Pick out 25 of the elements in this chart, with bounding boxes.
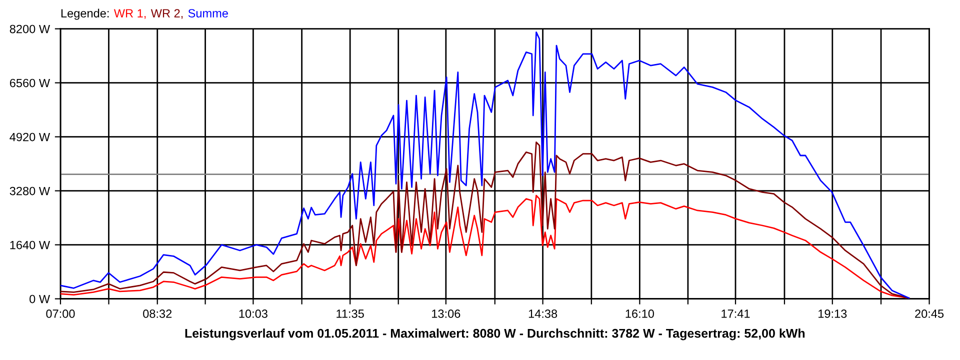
y-tick-label: 6560 W	[10, 78, 50, 88]
y-tick-label: 0 W	[30, 294, 50, 304]
x-tick-label: 13:06	[432, 310, 460, 318]
text: ,	[181, 16, 183, 19]
y-tick-label: 8200 W	[10, 24, 50, 34]
legend-title: Legende:	[61, 8, 109, 20]
x-tick-label: 16:10	[626, 310, 654, 318]
x-tick-label: 17:41	[722, 310, 750, 318]
line-series	[60, 142, 910, 299]
x-axis-title: Leistungsverlauf vom 01.05.2011 - Maximalwert: 8080 W - Durchschnitt: 3782 W - Tagesertrag: 52,00 kWh	[185, 328, 805, 340]
x-tick-label: 11:35	[336, 310, 364, 318]
y-tick-label: 4920 W	[10, 132, 50, 142]
x-tick-label: 20:45	[915, 310, 944, 318]
x-tick-label: 08:32	[143, 310, 172, 318]
line-series	[60, 32, 910, 299]
text: WR 2	[150, 9, 180, 18]
text: WR 1	[114, 9, 143, 18]
y-tick-label: 1640 W	[10, 240, 50, 250]
text: Summe	[188, 9, 228, 18]
x-tick-label: 14:38	[528, 310, 558, 318]
x-tick-label: 19:13	[818, 310, 847, 318]
x-tick-label: 07:00	[46, 310, 75, 318]
text: ,	[144, 16, 146, 19]
x-tick-label: 10:03	[239, 310, 268, 318]
y-tick-label: 3280 W	[10, 186, 50, 196]
